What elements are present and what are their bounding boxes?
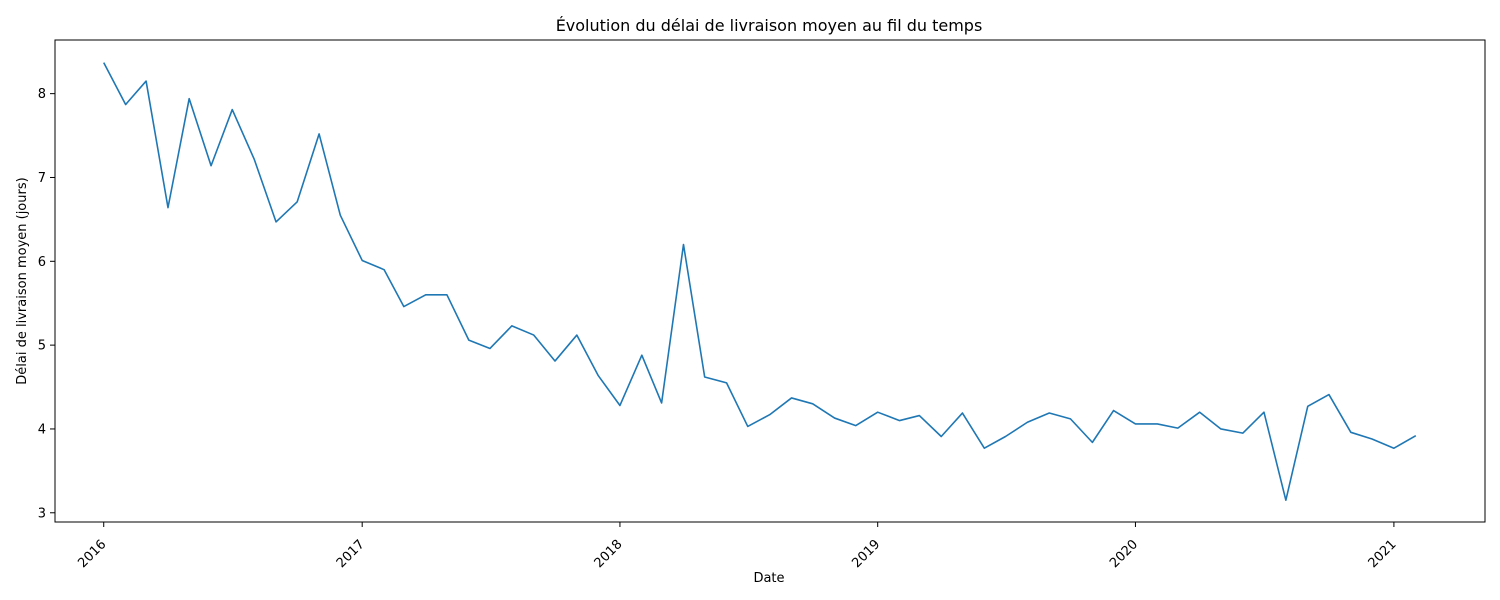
y-tick-label: 8: [38, 87, 46, 102]
x-tick-label: 2020: [1107, 537, 1141, 571]
x-tick-label: 2021: [1366, 537, 1400, 571]
plot-background: [55, 40, 1485, 522]
y-axis-label: Délai de livraison moyen (jours): [15, 177, 30, 384]
y-tick-label: 6: [38, 255, 46, 270]
x-axis-label: Date: [753, 571, 784, 586]
y-tick-label: 7: [38, 171, 46, 186]
y-tick-label: 3: [38, 506, 46, 521]
x-tick-label: 2019: [849, 537, 883, 571]
plot-frame: [54, 39, 1486, 523]
chart-title: Évolution du délai de livraison moyen au…: [556, 16, 983, 35]
y-tick-label: 5: [38, 339, 46, 354]
y-axis: 3 4 5 6 7 8: [38, 87, 55, 521]
series-line: [103, 62, 1417, 502]
x-axis: 2016 2017 2018 2019 2020 2021: [75, 522, 1400, 571]
x-tick-label: 2017: [334, 537, 368, 571]
x-tick-label: 2018: [592, 537, 626, 571]
plot-area: [54, 39, 1486, 523]
x-tick-label: 2016: [75, 537, 109, 571]
y-tick-label: 4: [38, 422, 46, 437]
